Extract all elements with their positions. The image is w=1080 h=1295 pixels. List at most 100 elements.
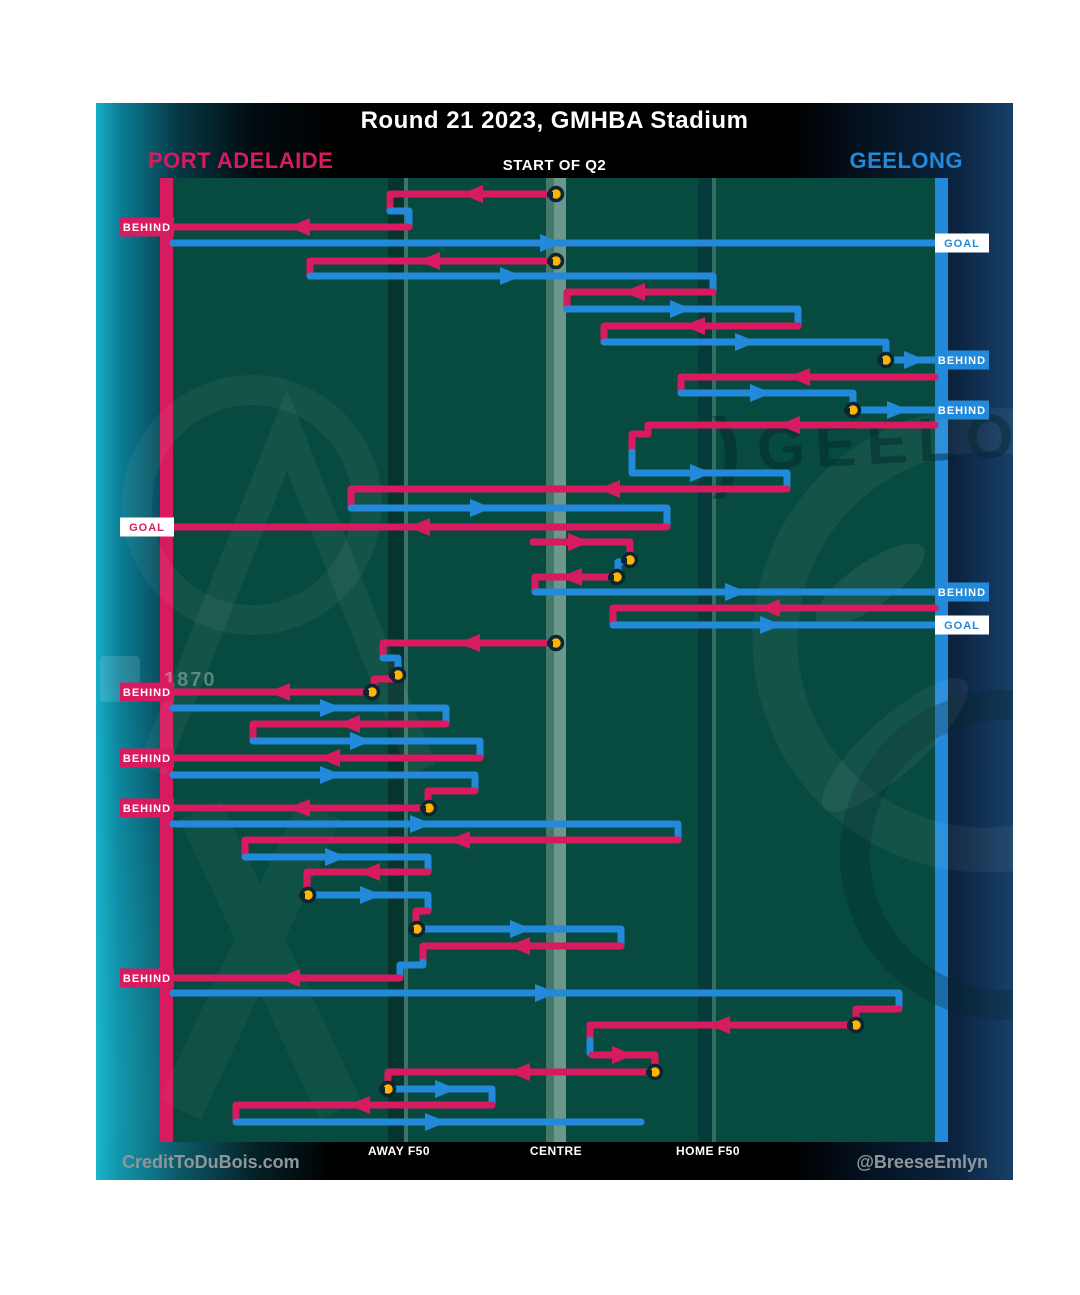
start-of-quarter-annotation: START OF Q2 [502, 157, 607, 174]
possession-move-gee [563, 305, 802, 329]
score-label-box [120, 682, 174, 702]
direction-arrowhead [318, 749, 340, 767]
direction-arrowhead [268, 683, 290, 701]
possession-move-gee [413, 925, 625, 949]
score-label-text: BEHIND [123, 803, 171, 815]
possession-move-pa [347, 485, 791, 511]
possession-move-gee [347, 504, 671, 530]
direction-arrowhead [425, 1113, 447, 1131]
score-label-behind: BEHIND [120, 748, 174, 768]
score-label-behind: BEHIND [935, 400, 989, 420]
direction-arrowhead [320, 766, 342, 784]
score-label-box [120, 517, 174, 537]
score-label-goal: GOAL [935, 615, 989, 635]
score-labels-layer: BEHIND GOAL BEHIND BEHIND GOAL BEHIND GOAL BEHI… [120, 217, 989, 988]
direction-arrowhead [461, 185, 483, 203]
direction-arrowhead [690, 464, 712, 482]
direction-arrowhead [325, 848, 347, 866]
geelong-watermark-curve [840, 690, 1013, 1020]
score-label-text: BEHIND [938, 355, 986, 367]
score-label-box [935, 615, 989, 635]
stoppage-dot-notch [547, 192, 553, 197]
direction-arrowhead [508, 1063, 530, 1081]
geelong-watermark-paren: ) [712, 400, 741, 499]
direction-arrowhead [560, 568, 582, 586]
direction-arrowhead [410, 815, 432, 833]
possession-move-pa [412, 907, 432, 927]
direction-arrowhead [508, 937, 530, 955]
direction-arrowhead [458, 634, 480, 652]
axis-label-centre: CENTRE [529, 1144, 583, 1158]
credit-website: CreditToDuBois.com [122, 1152, 300, 1172]
stoppage-dot-notch [646, 1070, 652, 1075]
direction-arrowhead [778, 416, 800, 434]
possession-move-pa [586, 1021, 860, 1042]
field-stripe [554, 178, 566, 1142]
possession-move-gee [306, 272, 717, 295]
team-names-row: PORT ADELAIDE GEELONG [148, 148, 963, 174]
possession-move-pa [531, 573, 621, 595]
possession-move-gee [249, 737, 484, 761]
field-stripe [712, 178, 716, 1142]
score-label-text: BEHIND [123, 973, 171, 985]
away-team-name: PORT ADELAIDE [148, 148, 334, 173]
axis-label-away-f50: AWAY F50 [367, 1144, 431, 1158]
score-label-behind: BEHIND [120, 798, 174, 818]
direction-arrowhead [904, 351, 926, 369]
possession-move-pa [677, 373, 939, 396]
stoppage-dot-notch [547, 259, 553, 264]
direction-arrowhead [470, 499, 492, 517]
stoppage-dot-notch [389, 673, 395, 678]
direction-arrowhead [448, 831, 470, 849]
possession-move-pa [424, 787, 479, 807]
geelong-watermark-ring [752, 407, 1013, 873]
direction-arrowhead [418, 252, 440, 270]
possession-move-gee [677, 389, 857, 410]
possession-move-pa [563, 288, 717, 312]
direction-arrowhead [350, 732, 372, 750]
field-stripe [404, 178, 408, 1142]
direction-arrowhead [360, 886, 382, 904]
score-label-text: BEHIND [123, 753, 171, 765]
score-label-box [120, 748, 174, 768]
stoppage-dot-notch [408, 927, 414, 932]
score-label-text: GOAL [944, 238, 980, 250]
stoppage-dot-notch [621, 558, 627, 563]
pa-watermark-letter-a [138, 389, 436, 776]
port-adelaide-goal-line-bar [160, 178, 173, 1142]
direction-arrowhead [788, 368, 810, 386]
axis-label-home-f50: HOME F50 [675, 1144, 740, 1158]
direction-arrowhead [278, 969, 300, 987]
possession-move-gee [600, 338, 890, 360]
possession-move-pa [379, 639, 560, 661]
direction-arrowhead [758, 599, 780, 617]
possession-move-pa [529, 538, 634, 559]
score-label-goal: GOAL [935, 233, 989, 253]
stoppage-dot-notch [547, 641, 553, 646]
stoppage-dot-notch [363, 690, 369, 695]
possession-move-pa [232, 1101, 496, 1124]
score-label-box [120, 968, 174, 988]
possession-move-pa [419, 942, 625, 965]
score-label-box [935, 233, 989, 253]
credit-author-handle: @BreeseEmlyn [856, 1152, 988, 1172]
direction-arrowhead [338, 715, 360, 733]
direction-arrowhead [288, 799, 310, 817]
stoppage-dot-notch [420, 806, 426, 811]
direction-arrowhead [612, 1046, 634, 1064]
possession-move-gee [396, 958, 427, 980]
possession-move-gee [169, 820, 682, 843]
stoppage-dot-notch [847, 1023, 853, 1028]
possession-move-gee [386, 207, 413, 230]
possession-move-gee [169, 771, 479, 794]
direction-arrowhead [735, 333, 757, 351]
field-stripe [546, 178, 554, 1142]
score-label-behind: BEHIND [935, 582, 989, 602]
direction-arrowhead [750, 384, 772, 402]
stoppage-dot-notch [608, 575, 614, 580]
score-label-text: GOAL [129, 522, 165, 534]
score-label-text: BEHIND [123, 687, 171, 699]
possession-chart-graphic: 1870 ) GEELO BEHIND GOAL BEHIND BEHIND GOAL B… [96, 103, 1013, 1180]
possession-move-pa [628, 421, 939, 456]
direction-arrowhead [408, 518, 430, 536]
